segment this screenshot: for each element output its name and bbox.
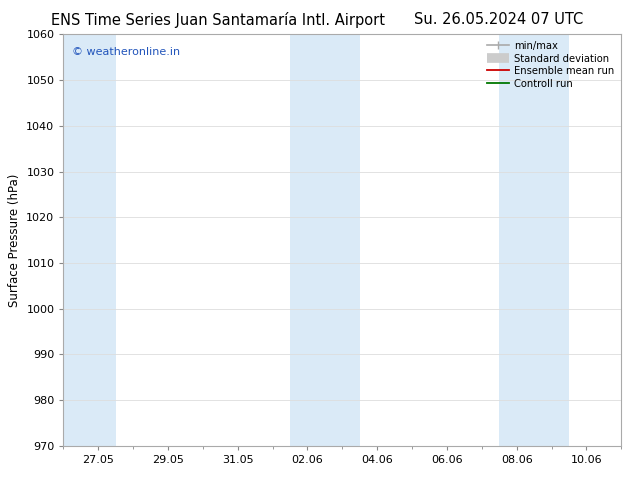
Bar xyxy=(290,34,359,446)
Bar xyxy=(63,34,115,446)
Legend: min/max, Standard deviation, Ensemble mean run, Controll run: min/max, Standard deviation, Ensemble me… xyxy=(485,39,616,91)
Bar xyxy=(500,34,569,446)
Text: Su. 26.05.2024 07 UTC: Su. 26.05.2024 07 UTC xyxy=(414,12,583,27)
Text: © weatheronline.in: © weatheronline.in xyxy=(72,47,180,57)
Y-axis label: Surface Pressure (hPa): Surface Pressure (hPa) xyxy=(8,173,21,307)
Text: ENS Time Series Juan Santamaría Intl. Airport: ENS Time Series Juan Santamaría Intl. Ai… xyxy=(51,12,385,28)
